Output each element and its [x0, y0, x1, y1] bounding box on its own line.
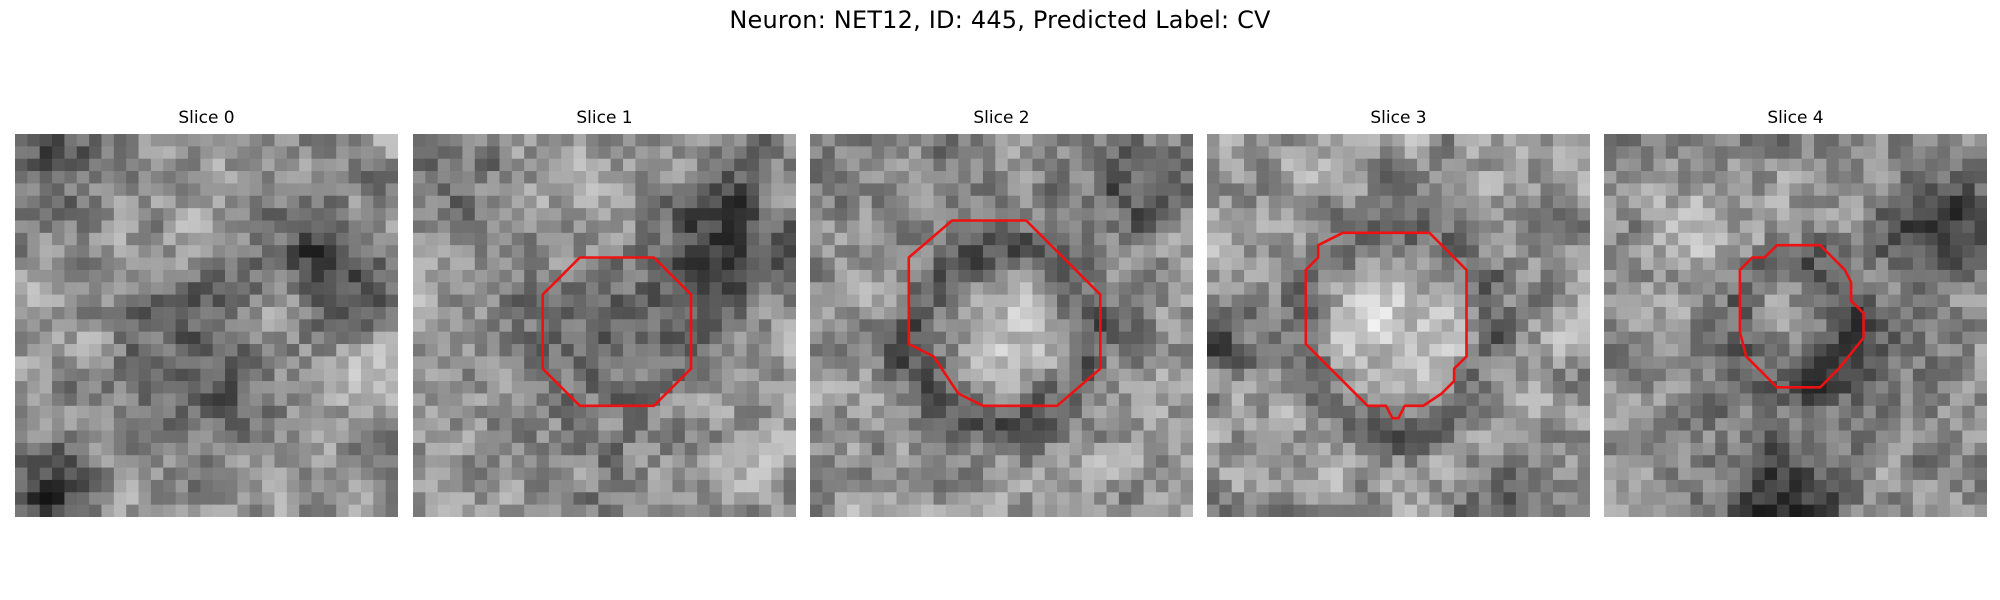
- roi-contour: [907, 219, 1102, 408]
- slice-image: [810, 134, 1193, 517]
- slice-image: [15, 134, 398, 517]
- roi-contour: [1304, 231, 1468, 420]
- slice-title: Slice 4: [1767, 108, 1824, 128]
- slice-title: Slice 1: [576, 108, 633, 128]
- slice-title: Slice 3: [1370, 108, 1427, 128]
- figure-title: Neuron: NET12, ID: 445, Predicted Label:…: [729, 6, 1271, 34]
- slice-image: [413, 134, 796, 517]
- roi-contour: [1738, 243, 1865, 389]
- slice-title: Slice 0: [178, 108, 235, 128]
- slice-image: [1207, 134, 1590, 517]
- slice-image: [1604, 134, 1987, 517]
- slice-title: Slice 2: [973, 108, 1030, 128]
- roi-contour: [541, 256, 693, 408]
